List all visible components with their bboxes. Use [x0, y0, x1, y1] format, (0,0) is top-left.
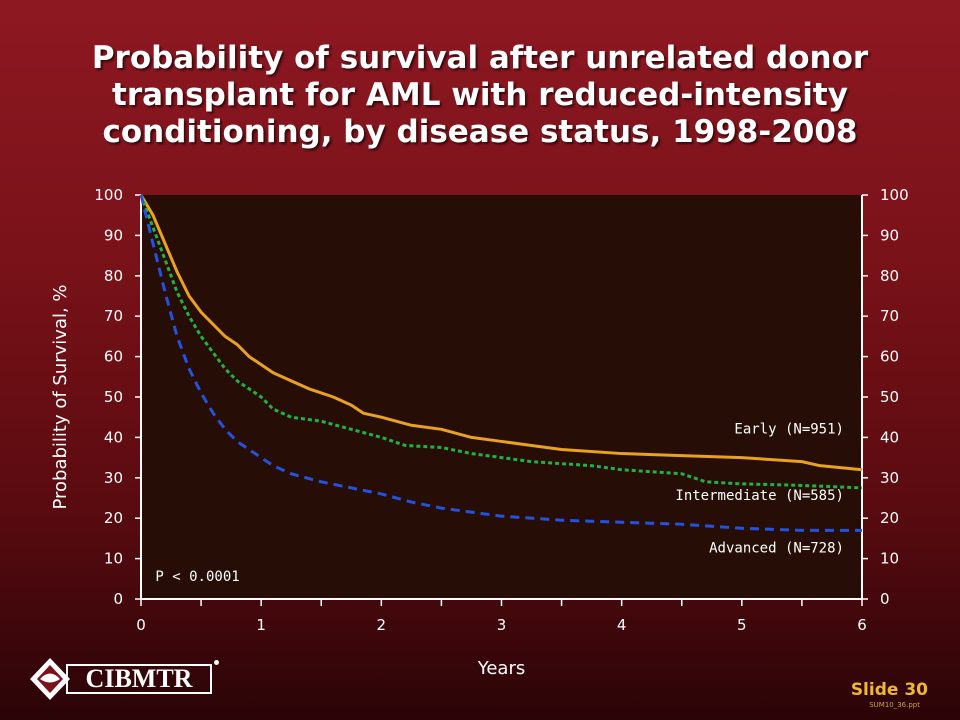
cibmtr-logo: CIBMTR [28, 656, 219, 702]
x-tick-label: 6 [857, 616, 867, 634]
y-axis-label: Probability of Survival, % [50, 284, 71, 509]
title-line-2: transplant for AML with reduced-intensit… [112, 77, 848, 113]
x-axis-label: Years [477, 658, 526, 679]
x-tick-label: 0 [136, 616, 146, 634]
y-tick-label-left: 20 [104, 509, 123, 527]
diamond-logo-icon [30, 658, 70, 700]
y-tick-label-right: 10 [880, 550, 899, 568]
x-tick-label: 3 [497, 616, 507, 634]
y-tick-label-left: 0 [113, 590, 123, 608]
y-tick-label-right: 80 [880, 267, 899, 285]
y-tick-label-left: 100 [94, 186, 123, 204]
x-tick-label: 1 [256, 616, 266, 634]
y-tick-label-right: 60 [880, 348, 899, 366]
y-tick-label-right: 50 [880, 388, 899, 406]
plot-area [141, 195, 862, 599]
p-value-annotation: P < 0.0001 [155, 569, 239, 585]
y-tick-label-right: 30 [880, 469, 899, 487]
y-tick-label-left: 10 [104, 550, 123, 568]
slide-title: Probability of survival after unrelated … [40, 40, 920, 151]
y-tick-label-right: 70 [880, 307, 899, 325]
y-tick-label-right: 100 [880, 186, 909, 204]
title-line-1: Probability of survival after unrelated … [91, 40, 869, 76]
x-tick-label: 5 [737, 616, 747, 634]
series-label-advanced: Advanced (N=728) [709, 541, 844, 557]
y-tick-label-right: 0 [880, 590, 890, 608]
y-tick-label-right: 20 [880, 509, 899, 527]
y-tick-label-left: 90 [104, 226, 123, 244]
y-tick-label-left: 80 [104, 267, 123, 285]
y-tick-label-right: 40 [880, 428, 899, 446]
series-line-early [139, 194, 863, 472]
title-line-3: conditioning, by disease status, 1998-20… [102, 114, 858, 150]
series-label-intermediate: Intermediate (N=585) [675, 488, 844, 504]
series-line-advanced [139, 194, 862, 532]
file-reference: SUM10_36.ppt [869, 701, 920, 709]
slide-number: Slide 30 [850, 680, 928, 700]
y-tick-label-left: 50 [104, 388, 123, 406]
y-tick-label-left: 70 [104, 307, 123, 325]
logo-dot-icon [214, 660, 219, 665]
logo-text: CIBMTR [66, 664, 212, 694]
x-tick-label: 4 [617, 616, 627, 634]
x-tick-label: 2 [377, 616, 387, 634]
y-tick-label-right: 90 [880, 226, 899, 244]
y-tick-label-left: 60 [104, 348, 123, 366]
y-tick-label-left: 40 [104, 428, 123, 446]
series-label-early: Early (N=951) [734, 421, 844, 437]
series-line-intermediate [139, 194, 863, 490]
y-tick-label-left: 30 [104, 469, 123, 487]
